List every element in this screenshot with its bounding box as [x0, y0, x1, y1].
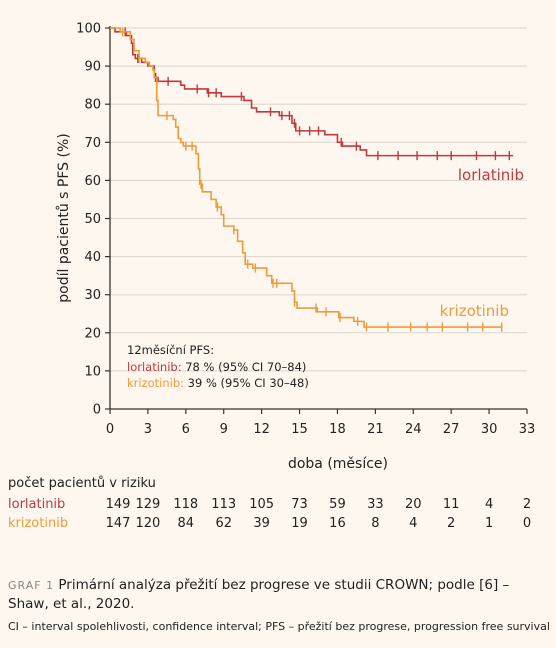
axes [109, 26, 527, 410]
series-label-krizotinib: krizotinib [440, 302, 509, 320]
risk-cell-krizotinib-21: 8 [371, 516, 380, 531]
risk-cell-lorlatinib-21: 33 [367, 497, 384, 512]
y-tick-label-0: 0 [93, 403, 101, 418]
series-label-lorlatinib: lorlatinib [458, 166, 524, 184]
risk-cell-krizotinib-33: 0 [522, 516, 532, 531]
axis-ticks: 0 10 20 30 40 50 60 70 80 90 100 0 3 6 9 12 15 18 21 24 27 30… [76, 22, 535, 438]
risk-cell-lorlatinib-3: 129 [135, 497, 161, 512]
y-tick-label-50: 50 [84, 212, 101, 227]
pfs-annotation: 12měsíční PFS: lorlatinib: 78 % (95% CI … [127, 343, 309, 390]
x-tick-label-33: 33 [519, 422, 536, 437]
risk-cell-lorlatinib-33: 2 [522, 497, 532, 512]
y-tick-label-60: 60 [84, 174, 101, 189]
risk-cell-lorlatinib-9: 113 [211, 497, 237, 512]
risk-table: počet pacientů v riziku lorlatinib krizo… [0, 476, 556, 536]
x-tick-label-15: 15 [291, 422, 308, 437]
x-tick-label-18: 18 [329, 422, 346, 437]
risk-cell-krizotinib-27: 2 [447, 516, 456, 531]
y-axis-label: podíl pacientů s PFS (%) [56, 133, 72, 302]
survival-curves [110, 27, 514, 332]
x-tick-label-3: 3 [144, 422, 152, 437]
y-gridlines [110, 27, 527, 372]
risk-cell-krizotinib-15: 19 [291, 516, 308, 531]
risk-cell-krizotinib-30: 1 [484, 516, 494, 531]
risk-cell-krizotinib-0: 147 [105, 516, 131, 531]
annotation-name-lorlatinib: lorlatinib: [127, 360, 182, 374]
x-tick-label-27: 27 [443, 422, 460, 437]
y-tick-label-80: 80 [84, 98, 101, 113]
x-tick-label-0: 0 [106, 422, 114, 437]
risk-cell-krizotinib-6: 84 [177, 516, 195, 531]
curve-lorlatinib [110, 27, 514, 157]
x-tick-label-12: 12 [253, 422, 270, 437]
annotation-value-krizotinib: 39 % (95% CI 30–48) [184, 376, 309, 390]
risk-cell-lorlatinib-30: 4 [484, 497, 494, 512]
risk-cell-lorlatinib-6: 118 [173, 497, 199, 512]
risk-cell-lorlatinib-12: 105 [249, 497, 275, 512]
risk-row-name-krizotinib: krizotinib [8, 516, 69, 531]
annotation-title: 12měsíční PFS: [127, 343, 214, 357]
x-tick-label-30: 30 [481, 422, 498, 437]
annotation-row-lorlatinib: lorlatinib: 78 % (95% CI 70–84) [127, 360, 306, 374]
y-tick-label-40: 40 [84, 250, 101, 265]
risk-row-name-lorlatinib: lorlatinib [8, 497, 66, 512]
caption-label: GRAF 1 [8, 579, 55, 592]
risk-cell-krizotinib-12: 39 [253, 516, 270, 531]
risk-cell-lorlatinib-18: 59 [329, 497, 346, 512]
curve-krizotinib [110, 27, 502, 328]
risk-cell-krizotinib-18: 16 [329, 516, 346, 531]
x-tick-label-24: 24 [405, 422, 422, 437]
risk-cell-krizotinib-24: 4 [409, 516, 418, 531]
annotation-name-krizotinib: krizotinib: [127, 376, 184, 390]
risk-cell-krizotinib-9: 62 [215, 516, 232, 531]
x-tick-label-21: 21 [367, 422, 384, 437]
y-tick-label-70: 70 [84, 136, 101, 151]
y-tick-label-100: 100 [76, 22, 101, 37]
x-tick-label-9: 9 [220, 422, 228, 437]
risk-cell-lorlatinib-24: 20 [404, 497, 422, 512]
figure-caption: GRAF 1 Primární analýza přežití bez prog… [8, 576, 543, 614]
caption-text: Primární analýza přežití bez progrese ve… [8, 577, 510, 612]
risk-cell-lorlatinib-0: 149 [105, 497, 131, 512]
y-tick-label-20: 20 [84, 326, 101, 341]
x-tick-label-6: 6 [182, 422, 190, 437]
y-tick-label-90: 90 [84, 60, 101, 75]
x-axis-label: doba (měsíce) [288, 456, 388, 472]
pfs-chart: 0 10 20 30 40 50 60 70 80 90 100 0 3 6 9 12 15 18 21 24 27 30… [56, 22, 535, 473]
annotation-value-lorlatinib: 78 % (95% CI 70–84) [182, 360, 307, 374]
risk-cell-lorlatinib-27: 11 [442, 497, 460, 512]
annotation-row-krizotinib: krizotinib: 39 % (95% CI 30–48) [127, 376, 309, 390]
footnote: CI – interval spolehlivosti, confidence … [8, 620, 550, 633]
risk-cell-lorlatinib-15: 73 [291, 497, 308, 512]
risk-cell-krizotinib-3: 120 [135, 516, 161, 531]
y-tick-label-30: 30 [84, 288, 101, 303]
risk-table-title: počet pacientů v riziku [8, 476, 156, 491]
y-tick-label-10: 10 [84, 364, 101, 379]
